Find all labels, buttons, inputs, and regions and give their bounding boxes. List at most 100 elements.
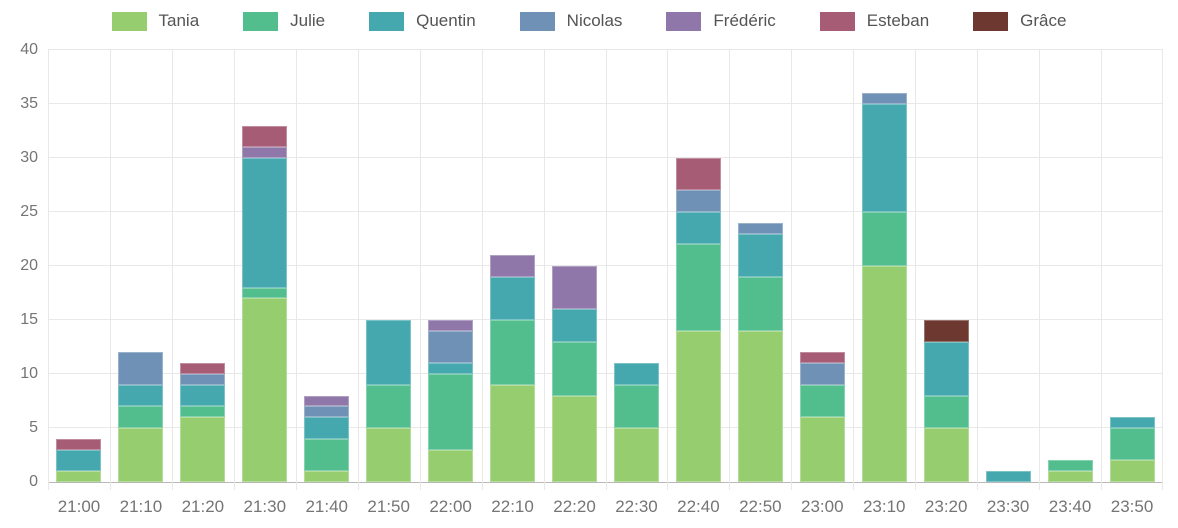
gridline-vertical: [420, 50, 421, 490]
bar-23:30: [985, 471, 1031, 482]
bar-segment-quentin[interactable]: [428, 363, 474, 375]
bar-segment-quentin[interactable]: [56, 449, 102, 472]
x-axis-tick-label: 22:20: [553, 497, 596, 516]
bar-segment-frederic[interactable]: [242, 147, 288, 159]
x-axis-tick-label: 22:30: [615, 497, 658, 516]
bar-segment-julie[interactable]: [304, 438, 350, 472]
bar-segment-nicolas[interactable]: [675, 190, 721, 213]
bar-segment-esteban[interactable]: [675, 158, 721, 191]
bar-segment-tania[interactable]: [118, 428, 164, 482]
bar-segment-quentin[interactable]: [861, 104, 907, 212]
bar-segment-nicolas[interactable]: [428, 330, 474, 364]
bar-segment-quentin[interactable]: [675, 212, 721, 245]
bar-22:10: [490, 255, 536, 482]
legend-label: Frédéric: [713, 11, 776, 30]
bar-segment-julie[interactable]: [861, 212, 907, 266]
bar-segment-quentin[interactable]: [985, 471, 1031, 482]
bar-segment-tania[interactable]: [1109, 460, 1155, 482]
gridline-vertical: [296, 50, 297, 490]
bar-segment-esteban[interactable]: [799, 352, 845, 364]
bar-segment-quentin[interactable]: [490, 276, 536, 321]
bar-segment-tania[interactable]: [428, 449, 474, 482]
bar-segment-esteban[interactable]: [242, 125, 288, 148]
gridline-vertical: [915, 50, 916, 490]
bar-segment-quentin[interactable]: [118, 384, 164, 407]
bar-segment-julie[interactable]: [118, 406, 164, 428]
bar-segment-julie[interactable]: [428, 374, 474, 450]
gridline-vertical: [667, 50, 668, 490]
bar-segment-tania[interactable]: [1047, 471, 1093, 482]
bar-segment-julie[interactable]: [923, 395, 969, 428]
bar-segment-nicolas[interactable]: [799, 363, 845, 385]
bar-segment-tania[interactable]: [56, 471, 102, 482]
legend-item-frederic[interactable]: Frédéric: [666, 10, 776, 32]
bar-segment-frederic[interactable]: [490, 255, 536, 277]
bar-segment-quentin[interactable]: [304, 417, 350, 439]
legend-item-nicolas[interactable]: Nicolas: [519, 10, 622, 32]
bar-segment-quentin[interactable]: [737, 233, 783, 277]
bar-segment-julie[interactable]: [799, 384, 845, 418]
bar-segment-tania[interactable]: [490, 384, 536, 482]
bar-segment-quentin[interactable]: [366, 320, 412, 385]
bar-segment-quentin[interactable]: [242, 158, 288, 288]
bar-segment-frederic[interactable]: [428, 320, 474, 331]
x-axis-tick-label: 22:40: [677, 497, 720, 516]
bar-segment-tania[interactable]: [923, 428, 969, 482]
bar-segment-nicolas[interactable]: [861, 93, 907, 104]
bar-21:40: [304, 395, 350, 482]
legend-item-quentin[interactable]: Quentin: [369, 10, 476, 32]
bar-segment-nicolas[interactable]: [180, 374, 226, 385]
bar-segment-esteban[interactable]: [56, 438, 102, 450]
bar-segment-julie[interactable]: [1109, 428, 1155, 461]
bar-segment-tania[interactable]: [242, 298, 288, 482]
bar-segment-julie[interactable]: [180, 406, 226, 418]
bar-segment-julie[interactable]: [675, 244, 721, 331]
gridline-vertical: [482, 50, 483, 490]
legend-swatch-icon: [666, 11, 702, 31]
bar-segment-esteban[interactable]: [180, 363, 226, 375]
y-axis-tick-label: 10: [20, 365, 38, 382]
bar-segment-nicolas[interactable]: [304, 406, 350, 418]
bar-segment-frederic[interactable]: [304, 395, 350, 407]
bar-segment-julie[interactable]: [1047, 460, 1093, 472]
gridline-horizontal: [48, 157, 1163, 158]
bar-23:40: [1047, 460, 1093, 482]
legend-item-esteban[interactable]: Esteban: [819, 10, 929, 32]
plot-area: [48, 49, 1163, 490]
bar-segment-tania[interactable]: [552, 395, 598, 482]
legend-item-grace[interactable]: Grâce: [973, 10, 1066, 32]
bar-segment-tania[interactable]: [675, 330, 721, 482]
x-axis-tick-label: 23:00: [801, 497, 844, 516]
chart-legend: Tania Julie Quentin Nicolas Frédéric Esteban G…: [0, 10, 1178, 32]
bar-segment-tania[interactable]: [861, 266, 907, 482]
bar-segment-tania[interactable]: [799, 417, 845, 482]
bar-segment-tania[interactable]: [304, 471, 350, 482]
bar-segment-frederic[interactable]: [552, 266, 598, 310]
bar-segment-quentin[interactable]: [1109, 417, 1155, 429]
bar-segment-julie[interactable]: [242, 287, 288, 299]
bar-segment-julie[interactable]: [613, 384, 659, 428]
legend-item-tania[interactable]: Tania: [111, 10, 199, 32]
y-axis-tick-label: 40: [20, 41, 38, 58]
bar-segment-quentin[interactable]: [613, 363, 659, 385]
bar-segment-grace[interactable]: [923, 320, 969, 342]
x-axis-tick-label: 22:00: [429, 497, 472, 516]
bar-segment-tania[interactable]: [613, 428, 659, 482]
bar-segment-julie[interactable]: [490, 320, 536, 385]
bar-segment-nicolas[interactable]: [737, 222, 783, 234]
bar-22:00: [428, 320, 474, 482]
bar-21:20: [180, 363, 226, 482]
bar-segment-quentin[interactable]: [923, 341, 969, 396]
bar-segment-nicolas[interactable]: [118, 352, 164, 385]
bar-segment-tania[interactable]: [737, 330, 783, 482]
bar-segment-julie[interactable]: [737, 276, 783, 331]
bar-segment-julie[interactable]: [366, 384, 412, 428]
bar-segment-quentin[interactable]: [180, 384, 226, 407]
legend-swatch-icon: [243, 11, 279, 31]
bar-segment-tania[interactable]: [180, 417, 226, 482]
legend-item-julie[interactable]: Julie: [243, 10, 325, 32]
gridline-vertical: [1039, 50, 1040, 490]
bar-segment-tania[interactable]: [366, 428, 412, 482]
bar-segment-julie[interactable]: [552, 341, 598, 396]
bar-segment-quentin[interactable]: [552, 309, 598, 342]
